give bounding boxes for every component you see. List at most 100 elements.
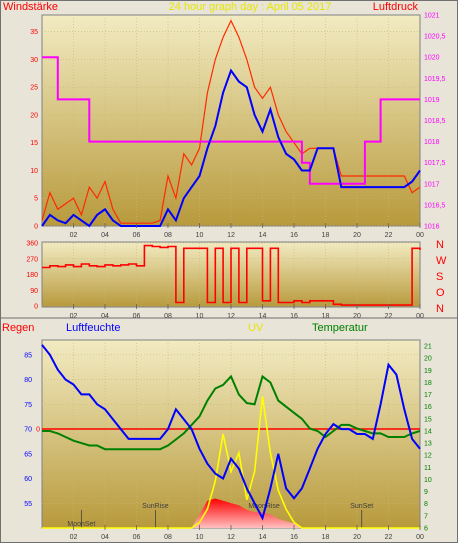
temperature-tick-label: 9 bbox=[424, 489, 428, 496]
temperature-tick-label: 12 bbox=[424, 453, 432, 460]
temperature-tick-label: 18 bbox=[424, 380, 432, 387]
hour-tick-label: 20 bbox=[353, 313, 361, 320]
temperature-tick-label: 8 bbox=[424, 501, 428, 508]
temperature-tick-label: 15 bbox=[424, 416, 432, 423]
temperature-tick-label: 20 bbox=[424, 356, 432, 363]
temperature-tick-label: 16 bbox=[424, 404, 432, 411]
humidity-tick-label: 55 bbox=[24, 501, 32, 508]
wind-average-line bbox=[41, 68, 421, 228]
humidity-tick-label: 80 bbox=[24, 377, 32, 384]
temperature-tick-label: 14 bbox=[424, 428, 432, 435]
humidity-tick-label: 60 bbox=[24, 476, 32, 483]
wind-tick-label: 25 bbox=[30, 85, 38, 92]
wind-gust-line bbox=[41, 19, 421, 224]
humidity-tick-label: 85 bbox=[24, 352, 32, 359]
pressure-tick-label: 1016,5 bbox=[424, 202, 446, 209]
wind-tick-label: 15 bbox=[30, 140, 38, 147]
humidity-label: Luftfeuchte bbox=[66, 322, 120, 334]
hour-tick-label: 04 bbox=[101, 232, 109, 239]
direction-label: O bbox=[436, 287, 445, 299]
hour-tick-label: 10 bbox=[196, 232, 204, 239]
hour-tick-label: 06 bbox=[133, 313, 141, 320]
temperature-tick-label: 11 bbox=[424, 465, 431, 472]
hour-tick-label: 22 bbox=[385, 232, 393, 239]
event-label: MoonSet bbox=[67, 521, 95, 528]
hour-tick-label: 22 bbox=[385, 534, 393, 541]
humidity-tick-label: 70 bbox=[24, 427, 32, 434]
temperature-tick-label: 17 bbox=[424, 392, 432, 399]
hour-tick-label: 10 bbox=[196, 534, 204, 541]
hour-tick-label: 18 bbox=[322, 232, 330, 239]
pressure-tick-label: 1021 bbox=[424, 13, 440, 20]
hour-tick-label: 00 bbox=[416, 232, 424, 239]
temperature-tick-label: 6 bbox=[424, 526, 428, 533]
event-label: SunSet bbox=[350, 503, 373, 510]
pressure-tick-label: 1019,5 bbox=[424, 76, 446, 83]
humidity-tick-label: 65 bbox=[24, 451, 32, 458]
temperature-tick-label: 19 bbox=[424, 368, 432, 375]
hour-tick-label: 22 bbox=[385, 313, 393, 320]
temperature-line bbox=[42, 374, 421, 451]
pressure-tick-label: 1018,5 bbox=[424, 118, 446, 125]
direction-tick-label: 90 bbox=[30, 288, 38, 295]
hour-tick-label: 06 bbox=[133, 534, 141, 541]
wind-pressure-panel: 0 5 10 15 20 25 30 35 1016 1016,5 1017 1017,5 10 18 1… bbox=[3, 1, 446, 239]
hour-tick-label: 00 bbox=[416, 313, 424, 320]
direction-tick-label: 360 bbox=[26, 241, 38, 248]
wind-tick-label: 20 bbox=[30, 112, 38, 119]
pressure-tick-label: 1017,5 bbox=[424, 160, 446, 167]
wind-direction-line bbox=[42, 244, 421, 306]
wind-direction-panel: 0 90 180 270 360 02 04 06 08 10 12 14 16 18 20 22 00 N W… bbox=[26, 239, 447, 320]
hour-tick-label: 16 bbox=[290, 313, 298, 320]
temperature-tick-label: 7 bbox=[424, 513, 428, 520]
hour-tick-label: 18 bbox=[322, 534, 330, 541]
wind-tick-label: 5 bbox=[34, 196, 38, 203]
wind-tick-label: 10 bbox=[30, 168, 38, 175]
direction-tick-label: 270 bbox=[26, 256, 38, 263]
wind-tick-label: 0 bbox=[34, 224, 38, 231]
hour-tick-label: 18 bbox=[322, 313, 330, 320]
hour-tick-label: 08 bbox=[164, 534, 172, 541]
pressure-tick-label: 1020 bbox=[424, 55, 440, 62]
direction-label: N bbox=[436, 303, 444, 315]
direction-label: S bbox=[436, 271, 443, 283]
hour-tick-label: 12 bbox=[227, 232, 235, 239]
rain-label: Regen bbox=[2, 322, 34, 334]
uv-label: UV bbox=[248, 322, 264, 334]
hour-tick-label: 10 bbox=[196, 313, 204, 320]
hour-tick-label: 16 bbox=[290, 232, 298, 239]
hour-tick-label: 08 bbox=[164, 232, 172, 239]
hour-tick-label: 20 bbox=[353, 534, 361, 541]
hour-tick-label: 04 bbox=[101, 313, 109, 320]
wind-axis-label: Windstärke bbox=[3, 1, 58, 13]
hour-tick-label: 20 bbox=[353, 232, 361, 239]
temperature-tick-label: 21 bbox=[424, 344, 432, 351]
direction-tick-label: 0 bbox=[34, 304, 38, 311]
hour-tick-label: 14 bbox=[259, 313, 267, 320]
hour-tick-label: 08 bbox=[164, 313, 172, 320]
hour-tick-label: 02 bbox=[70, 313, 78, 320]
temperature-tick-label: 10 bbox=[424, 477, 432, 484]
hour-tick-label: 04 bbox=[101, 534, 109, 541]
pressure-tick-label: 1016 bbox=[424, 224, 440, 231]
hour-tick-label: 16 bbox=[290, 534, 298, 541]
rain-area bbox=[42, 498, 420, 528]
hour-tick-label: 02 bbox=[70, 534, 78, 541]
event-label: SunRise bbox=[142, 503, 169, 510]
hour-tick-label: 06 bbox=[133, 232, 141, 239]
humidity-tick-label: 75 bbox=[24, 402, 32, 409]
direction-label: W bbox=[436, 255, 447, 267]
pressure-tick-label: 1019 bbox=[424, 97, 440, 104]
pressure-tick-label: 1017 bbox=[424, 181, 440, 188]
hour-tick-label: 12 bbox=[227, 313, 235, 320]
direction-tick-label: 180 bbox=[26, 272, 38, 279]
rain-tick-label: 0 bbox=[36, 427, 40, 434]
hour-tick-label: 00 bbox=[416, 534, 424, 541]
hour-tick-label: 12 bbox=[227, 534, 235, 541]
wind-tick-label: 30 bbox=[30, 57, 38, 64]
hour-tick-label: 02 bbox=[70, 232, 78, 239]
wind-tick-label: 35 bbox=[30, 29, 38, 36]
pressure-tick-label: 1020,5 bbox=[424, 34, 446, 41]
